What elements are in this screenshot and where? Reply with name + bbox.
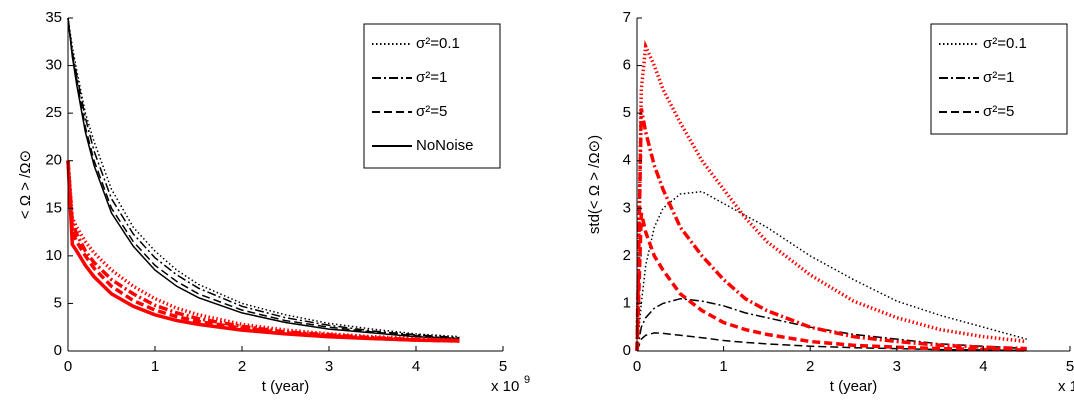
y-tick-label: 15 xyxy=(45,199,62,216)
y-tick-label: 5 xyxy=(623,104,631,121)
x-tick-label: 0 xyxy=(633,358,641,375)
subplot: 0 1 2 3 4 5 6 7 0 1 2 3 4 5 t (year) std(< Ω > /Ω⊙) x 10… xyxy=(586,9,1074,395)
x-tick-label: 1 xyxy=(151,358,159,375)
legend-label: σ²=1 xyxy=(983,69,1014,86)
subplot: 0 5 10 15 20 25 30 35 0 1 2 3 4 5 t (year) < Ω > /Ω⊙ x 1… xyxy=(17,9,530,395)
y-tick-label: 7 xyxy=(623,9,631,26)
y-tick-label: 20 xyxy=(45,152,62,169)
x-multiplier: x 10 xyxy=(1058,378,1074,395)
x-axis-label: t (year) xyxy=(830,378,878,395)
legend-box xyxy=(930,23,1068,135)
y-tick-label: 2 xyxy=(623,247,631,264)
x-tick-label: 5 xyxy=(1066,358,1074,375)
legend-label: σ²=0.1 xyxy=(416,35,460,52)
line-series xyxy=(635,212,1027,352)
line-series xyxy=(67,17,460,340)
legend-label: σ²=1 xyxy=(416,69,447,86)
y-axis-label: std(< Ω > /Ω⊙) xyxy=(586,135,603,234)
x-multiplier-exponent: 9 xyxy=(524,374,530,386)
line-series xyxy=(66,160,460,343)
y-tick-label: 6 xyxy=(623,57,631,74)
y-tick-label: 5 xyxy=(54,294,62,311)
legend-box xyxy=(363,23,501,169)
y-tick-label: 0 xyxy=(623,342,631,359)
x-multiplier: x 10 xyxy=(491,378,519,395)
line-series xyxy=(67,17,460,339)
x-tick-label: 4 xyxy=(412,358,420,375)
y-tick-label: 25 xyxy=(45,104,62,121)
x-tick-label: 2 xyxy=(238,358,246,375)
x-tick-label: 4 xyxy=(979,358,987,375)
y-tick-label: 35 xyxy=(45,9,62,26)
x-tick-label: 3 xyxy=(893,358,901,375)
y-tick-label: 1 xyxy=(623,294,631,311)
legend-label: σ²=5 xyxy=(416,103,447,120)
line-series xyxy=(635,108,1027,352)
y-tick-label: 10 xyxy=(45,247,62,264)
x-axis-label: t (year) xyxy=(262,378,310,395)
y-tick-label: 4 xyxy=(623,152,631,169)
line-series xyxy=(636,332,1027,352)
x-tick-label: 0 xyxy=(64,358,72,375)
line-series xyxy=(66,160,460,343)
x-tick-label: 1 xyxy=(719,358,727,375)
x-tick-label: 2 xyxy=(806,358,814,375)
y-tick-label: 3 xyxy=(623,199,631,216)
x-tick-label: 3 xyxy=(325,358,333,375)
line-series xyxy=(636,190,1027,352)
y-tick-label: 0 xyxy=(54,342,62,359)
line-series xyxy=(67,17,460,340)
line-series xyxy=(66,160,460,343)
y-tick-label: 30 xyxy=(45,57,62,74)
legend-label: σ²=0.1 xyxy=(983,35,1027,52)
line-series xyxy=(66,160,460,342)
line-series xyxy=(636,297,1027,352)
legend-label: NoNoise xyxy=(416,137,474,154)
legend-label: σ²=5 xyxy=(983,103,1014,120)
y-axis-label: < Ω > /Ω⊙ xyxy=(17,150,34,219)
x-tick-label: 5 xyxy=(499,358,507,375)
